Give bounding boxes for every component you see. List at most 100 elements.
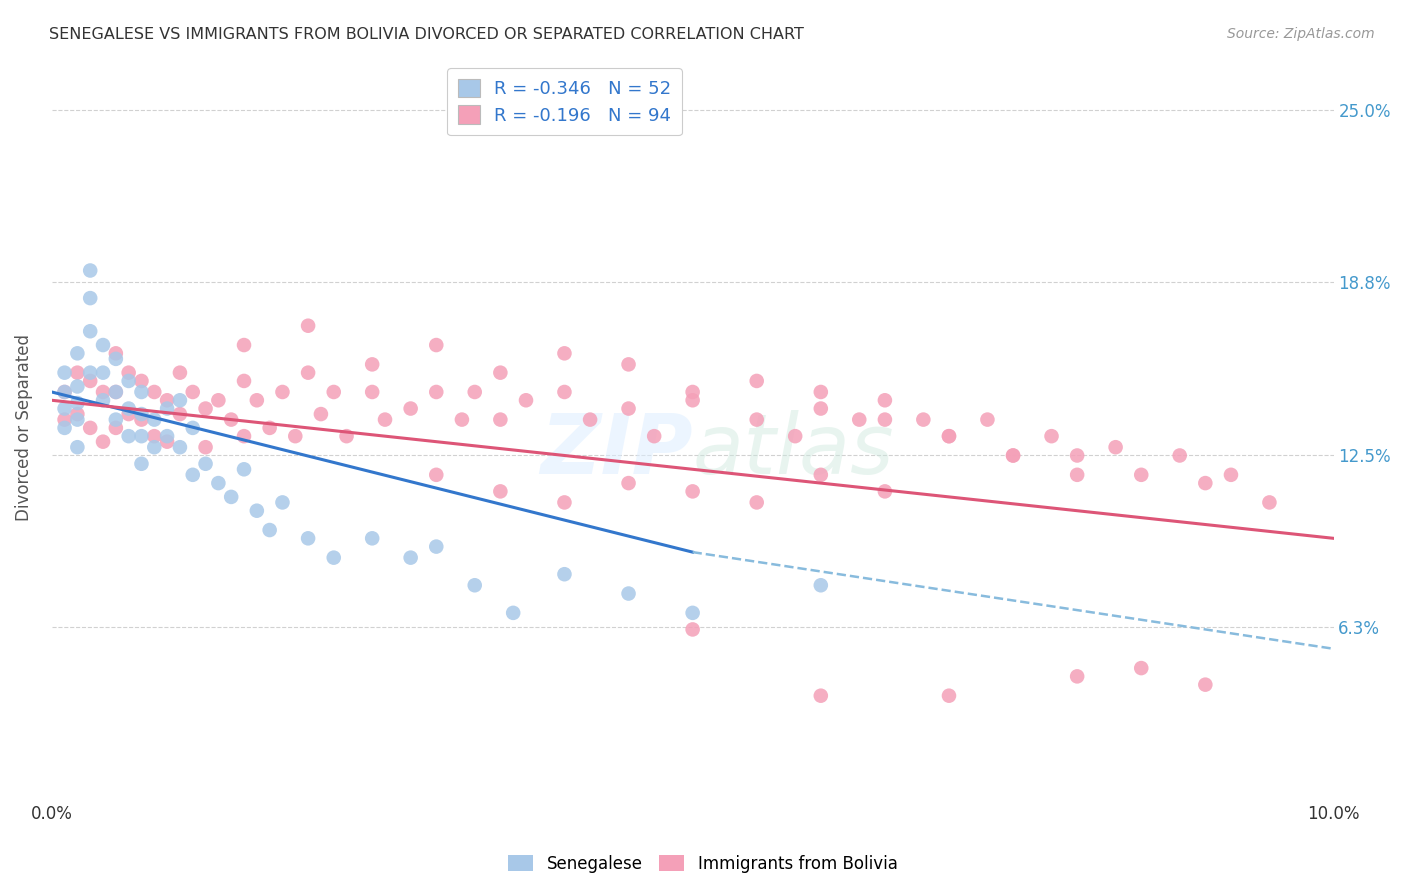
- Point: [745, 495, 768, 509]
- Point: [938, 429, 960, 443]
- Point: [156, 401, 179, 416]
- Point: [361, 531, 384, 545]
- Point: [104, 346, 127, 360]
- Point: [873, 484, 896, 499]
- Point: [425, 384, 447, 399]
- Point: [1130, 467, 1153, 482]
- Point: [297, 318, 319, 333]
- Point: [66, 396, 89, 410]
- Text: SENEGALESE VS IMMIGRANTS FROM BOLIVIA DIVORCED OR SEPARATED CORRELATION CHART: SENEGALESE VS IMMIGRANTS FROM BOLIVIA DI…: [49, 27, 804, 42]
- Point: [104, 351, 127, 366]
- Point: [66, 366, 89, 380]
- Point: [143, 429, 166, 443]
- Point: [194, 440, 217, 454]
- Point: [682, 393, 704, 408]
- Text: Source: ZipAtlas.com: Source: ZipAtlas.com: [1227, 27, 1375, 41]
- Point: [938, 429, 960, 443]
- Point: [553, 495, 575, 509]
- Point: [91, 434, 114, 449]
- Point: [1066, 669, 1088, 683]
- Point: [169, 366, 191, 380]
- Point: [169, 393, 191, 408]
- Point: [399, 401, 422, 416]
- Point: [451, 412, 474, 426]
- Point: [271, 384, 294, 399]
- Point: [810, 384, 832, 399]
- Point: [617, 357, 640, 371]
- Point: [489, 484, 512, 499]
- Point: [118, 407, 141, 421]
- Point: [79, 263, 101, 277]
- Point: [246, 393, 269, 408]
- Point: [156, 434, 179, 449]
- Point: [79, 324, 101, 338]
- Point: [489, 366, 512, 380]
- Point: [425, 540, 447, 554]
- Point: [682, 484, 704, 499]
- Point: [66, 379, 89, 393]
- Point: [219, 412, 242, 426]
- Point: [1220, 467, 1243, 482]
- Point: [399, 550, 422, 565]
- Point: [810, 689, 832, 703]
- Point: [810, 467, 832, 482]
- Point: [53, 384, 76, 399]
- Point: [131, 412, 153, 426]
- Point: [938, 689, 960, 703]
- Point: [745, 412, 768, 426]
- Point: [181, 384, 204, 399]
- Point: [785, 429, 807, 443]
- Point: [1258, 495, 1281, 509]
- Point: [131, 374, 153, 388]
- Point: [118, 429, 141, 443]
- Point: [259, 421, 281, 435]
- Point: [53, 401, 76, 416]
- Point: [810, 401, 832, 416]
- Point: [207, 476, 229, 491]
- Point: [425, 467, 447, 482]
- Point: [79, 374, 101, 388]
- Point: [848, 412, 870, 426]
- Point: [118, 374, 141, 388]
- Point: [617, 476, 640, 491]
- Point: [66, 346, 89, 360]
- Point: [194, 401, 217, 416]
- Point: [617, 586, 640, 600]
- Point: [322, 384, 344, 399]
- Point: [464, 384, 486, 399]
- Point: [322, 550, 344, 565]
- Point: [1066, 467, 1088, 482]
- Point: [297, 531, 319, 545]
- Point: [66, 440, 89, 454]
- Point: [976, 412, 998, 426]
- Point: [66, 412, 89, 426]
- Point: [1104, 440, 1126, 454]
- Point: [309, 407, 332, 421]
- Point: [66, 407, 89, 421]
- Point: [873, 412, 896, 426]
- Point: [156, 393, 179, 408]
- Text: atlas: atlas: [693, 409, 894, 491]
- Point: [131, 429, 153, 443]
- Point: [53, 366, 76, 380]
- Point: [118, 366, 141, 380]
- Legend: Senegalese, Immigrants from Bolivia: Senegalese, Immigrants from Bolivia: [502, 848, 904, 880]
- Point: [79, 366, 101, 380]
- Point: [579, 412, 602, 426]
- Point: [53, 421, 76, 435]
- Point: [489, 412, 512, 426]
- Point: [169, 440, 191, 454]
- Point: [181, 421, 204, 435]
- Point: [515, 393, 537, 408]
- Point: [233, 462, 256, 476]
- Point: [284, 429, 307, 443]
- Point: [1002, 449, 1025, 463]
- Point: [682, 606, 704, 620]
- Point: [143, 384, 166, 399]
- Point: [143, 440, 166, 454]
- Point: [682, 623, 704, 637]
- Y-axis label: Divorced or Separated: Divorced or Separated: [15, 334, 32, 522]
- Point: [194, 457, 217, 471]
- Point: [553, 346, 575, 360]
- Point: [233, 374, 256, 388]
